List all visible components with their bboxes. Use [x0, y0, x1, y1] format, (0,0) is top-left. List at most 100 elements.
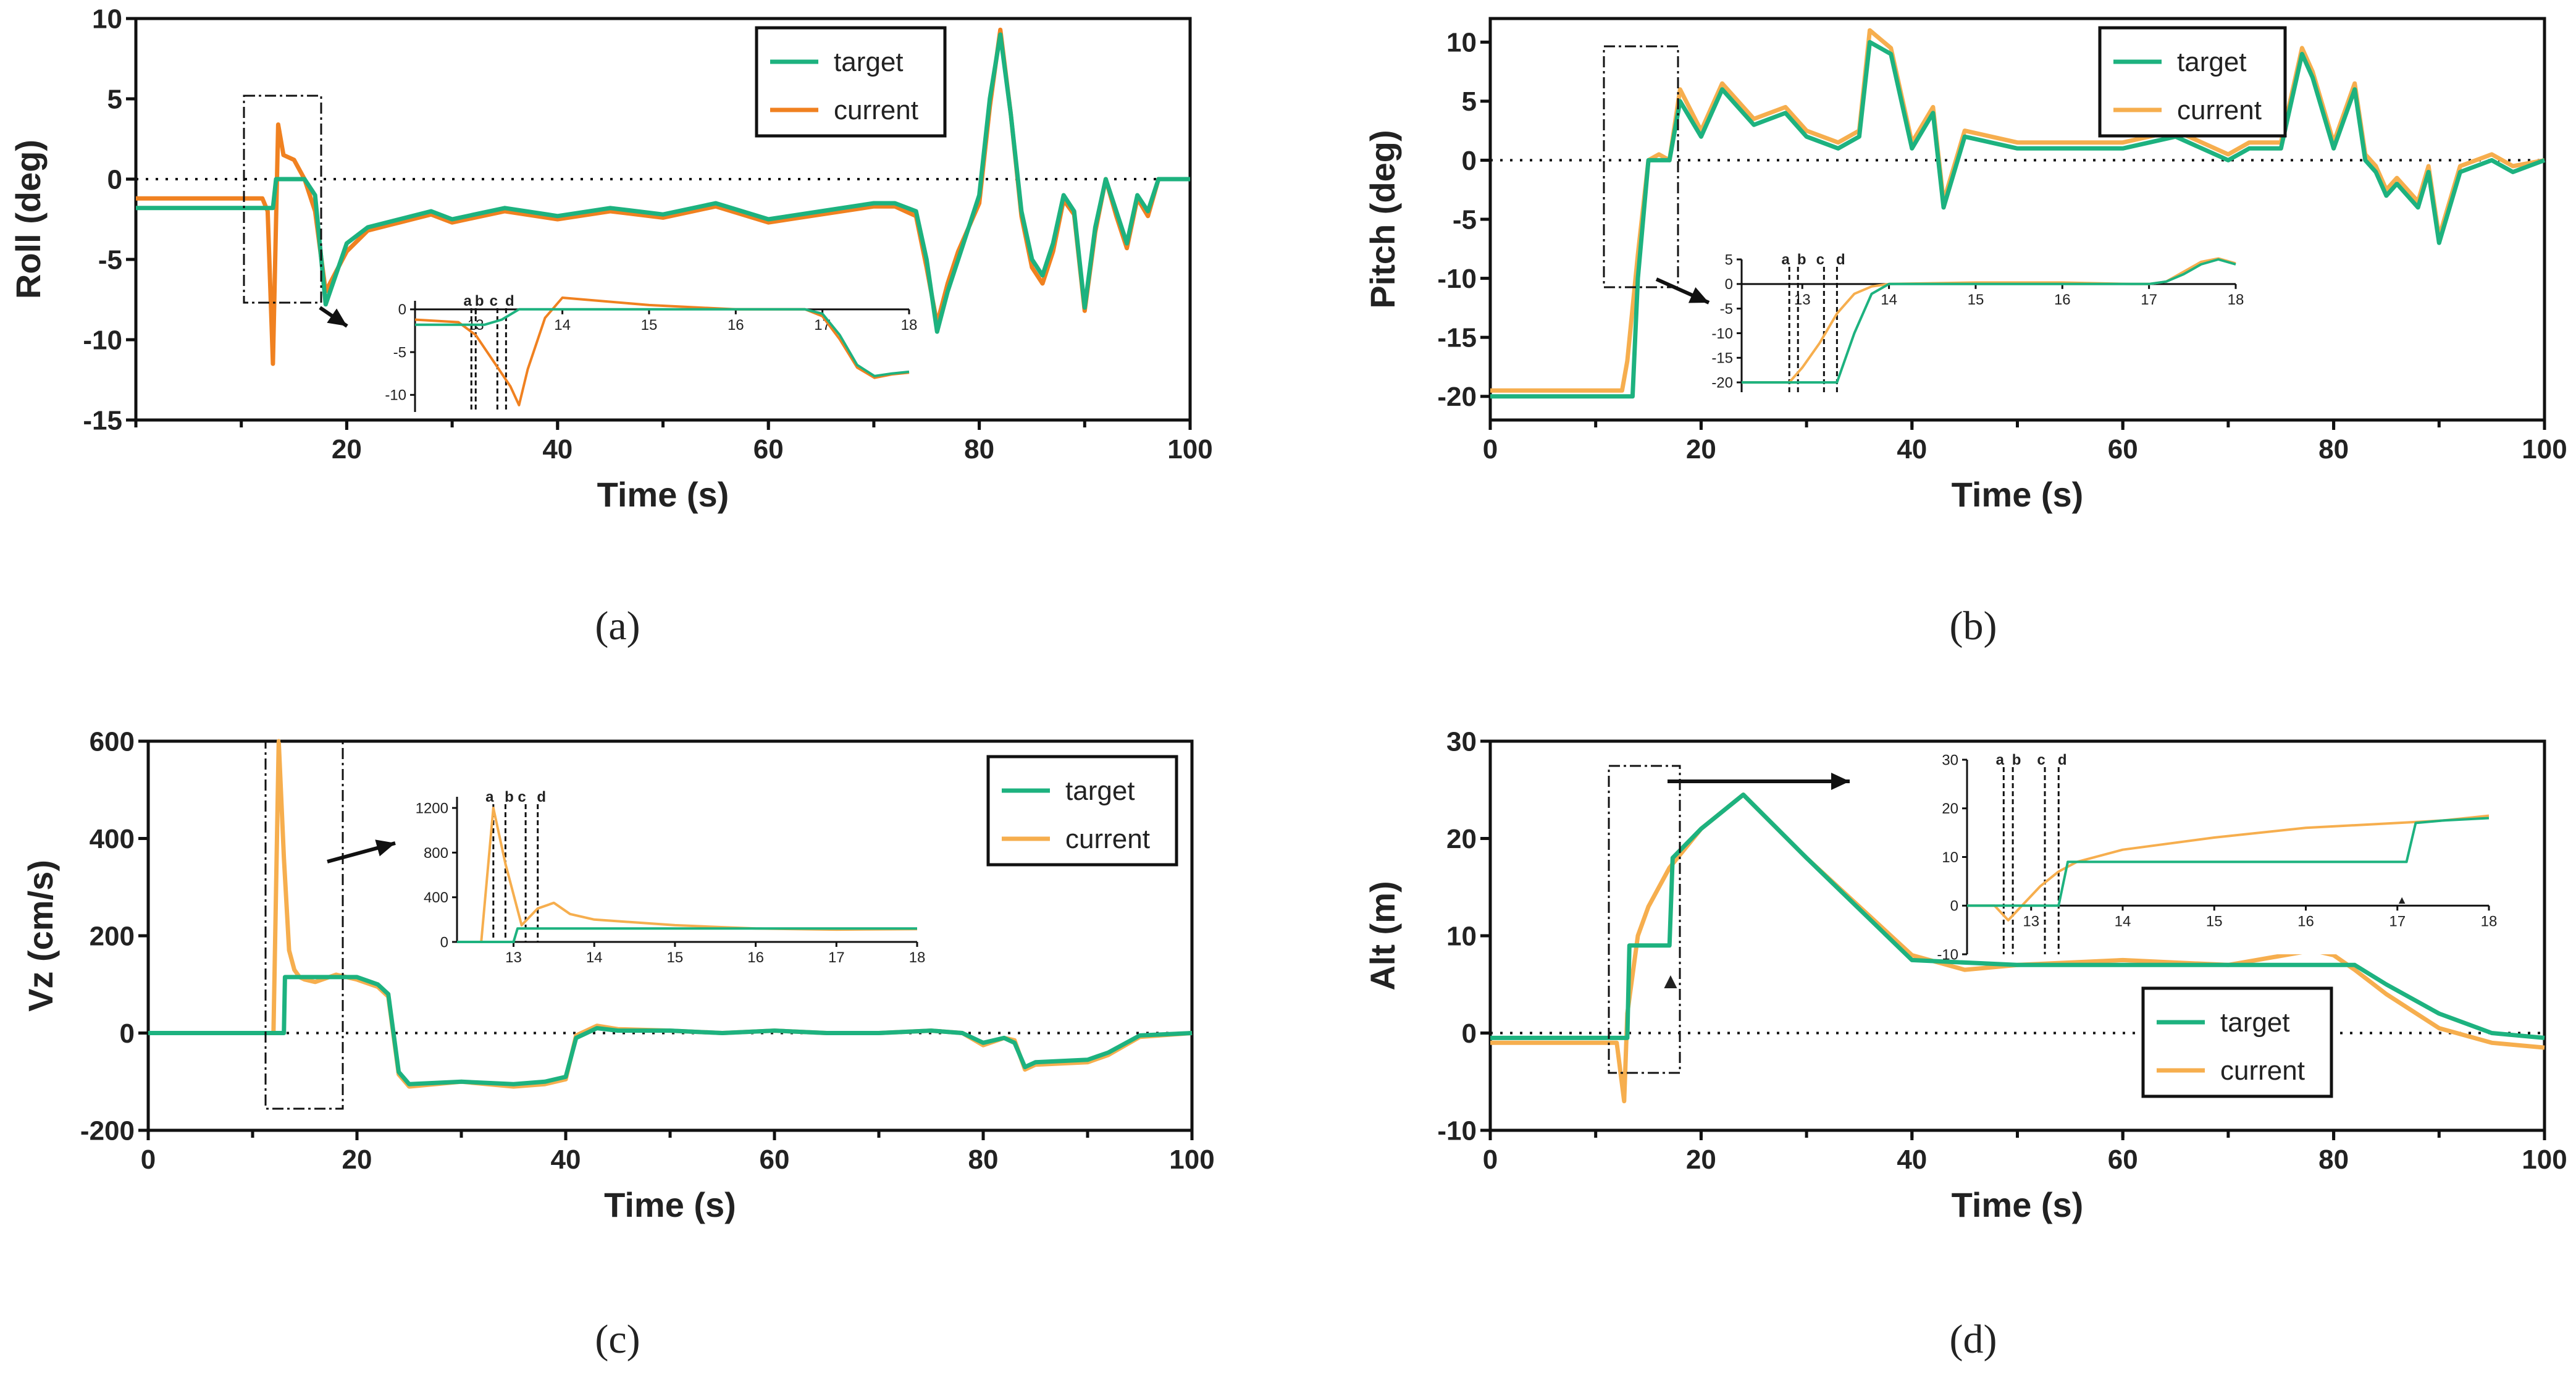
panel-d-xtick-label: 40	[1897, 1145, 1927, 1175]
panel-a-ytick-label: -15	[83, 405, 122, 435]
panel-b-inset-marker-label: d	[1836, 251, 1845, 268]
panel-d-inset-xtick-label: 13	[2023, 913, 2039, 930]
panel-c-zoom-arrowhead	[375, 839, 395, 857]
panel-a-ytick-label: 0	[107, 164, 122, 195]
panel-d-ytick-label: 30	[1446, 726, 1477, 757]
panel-c-xtick-label: 60	[760, 1145, 790, 1175]
panel-c-inset-marker-label: b	[505, 789, 514, 805]
panel-c-ytick-label: -200	[80, 1115, 135, 1146]
panel-c-inset-xtick-label: 13	[505, 949, 522, 966]
panel-d-inset-ytick-label: 10	[1942, 849, 1958, 866]
panel-a-legend-box	[755, 26, 947, 138]
panel-b-inset-marker-label: a	[1782, 251, 1790, 268]
panel-b-xtick-label: 0	[1483, 434, 1498, 464]
panel-b-zoom-box	[1603, 45, 1679, 288]
panel-c-xtick-label: 100	[1169, 1145, 1214, 1175]
panel-b-inset-series-current	[1742, 257, 2236, 384]
panel-c-x-label: Time (s)	[604, 1185, 736, 1224]
panel-c-series-target	[148, 975, 1193, 1086]
panel-c-zoom-box	[264, 740, 344, 1110]
panel-a-ytick-label: -5	[98, 245, 122, 275]
panel-a-zoom-box	[243, 95, 322, 304]
panel-c-xtick-label: 80	[968, 1145, 999, 1175]
panel-d-xtick-label: 100	[2522, 1145, 2567, 1175]
panel-a-series-target	[136, 32, 1190, 334]
panel-d-ytick-label: -10	[1437, 1115, 1477, 1146]
panel-d-xtick-label: 80	[2318, 1145, 2349, 1175]
panel-d-inset-xtick-label: 15	[2206, 913, 2223, 930]
panel-c-inset-ytick-label: 400	[424, 889, 448, 906]
panel-c-xtick-label: 0	[141, 1145, 156, 1175]
panel-d-zoom-arrowhead	[1831, 773, 1850, 790]
panel-b-inset-ytick-label: -10	[1711, 326, 1733, 342]
panel-c-inset-ytick-label: 1200	[416, 800, 448, 817]
panel-a-inset-series-target	[415, 308, 910, 377]
panel-d-inset-annotation-marker: ▲	[2396, 894, 2407, 906]
panel-c-inset-ytick-label: 0	[440, 934, 448, 951]
panel-a-inset-marker-label: c	[490, 293, 498, 309]
panel-a-xtick-label: 20	[332, 434, 362, 464]
panel-d-xtick-label: 20	[1686, 1145, 1716, 1175]
panel-c-inset-xtick-label: 15	[667, 949, 684, 966]
panel-b-xtick-label: 20	[1686, 434, 1716, 464]
panel-b-inset-xtick-label: 14	[1881, 292, 1897, 308]
panel-b-inset-xtick-label: 16	[2054, 292, 2071, 308]
panel-d-inset-xtick-label: 18	[2481, 913, 2498, 930]
panel-b-inset-ytick-label: -15	[1711, 350, 1733, 367]
panel-a-zoom-arrowhead	[327, 308, 347, 326]
panel-a-inset-xtick-label: 18	[901, 317, 918, 334]
panel-b-inset-xtick-label: 17	[2141, 292, 2157, 308]
panel-b-legend-box	[2098, 26, 2287, 138]
panel-b-ytick-label: -10	[1437, 264, 1477, 294]
panel-c-ytick-label: 0	[120, 1019, 135, 1049]
panel-d-ytick-label: 20	[1446, 824, 1477, 854]
panel-a-inset-ytick-label: -10	[385, 387, 406, 404]
panel-b-x-label: Time (s)	[1952, 475, 2084, 514]
panel-c-y-label: Vz (cm/s)	[21, 860, 60, 1012]
panel-a-xtick-label: 40	[542, 434, 573, 464]
panel-d-legend-box	[2141, 986, 2333, 1098]
panel-c-xtick-label: 20	[342, 1145, 372, 1175]
panel-c-inset-xtick-label: 17	[828, 949, 845, 966]
panel-d-inset-ytick-label: 20	[1942, 800, 1958, 817]
panel-b-ytick-label: 5	[1462, 86, 1477, 117]
panel-b-legend-label-target: target	[2177, 47, 2247, 77]
panel-b-inset-marker-label: b	[1797, 251, 1806, 268]
panel-a-caption: (a)	[595, 603, 640, 649]
panel-b-xtick-label: 100	[2522, 434, 2567, 464]
panel-c-inset-xtick-label: 16	[747, 949, 764, 966]
panel-a-ytick-label: -10	[83, 325, 122, 355]
panel-d-inset-ytick-label: 0	[1950, 898, 1958, 915]
panel-b-inset-xtick-label: 18	[2228, 292, 2244, 308]
panel-b-inset-ytick-label: -5	[1720, 301, 1733, 317]
panel-b-y-label: Pitch (deg)	[1363, 130, 1402, 308]
panel-c-inset-marker-label: a	[485, 789, 494, 805]
panel-a-xtick-label: 60	[753, 434, 784, 464]
panel-b-ytick-label: -20	[1437, 382, 1477, 412]
panel-a-inset-xtick-label: 15	[641, 317, 658, 334]
panel-c-inset-xtick-label: 18	[909, 949, 926, 966]
panel-d-legend-label-current: current	[2220, 1056, 2305, 1086]
panel-b-inset-marker-label: c	[1816, 251, 1824, 268]
panel-b-ytick-label: 10	[1446, 28, 1477, 58]
panel-c-caption: (c)	[595, 1317, 640, 1362]
panel-c-inset-marker-label: d	[537, 789, 546, 805]
panel-a-legend-label-target: target	[834, 47, 904, 77]
panel-b-inset-xtick-label: 13	[1794, 292, 1811, 308]
panel-b-xtick-label: 60	[2108, 434, 2138, 464]
panel-d-annotation-marker: ▲	[1659, 968, 1682, 993]
panel-d-ytick-label: 10	[1446, 921, 1477, 951]
panel-c-inset-xtick-label: 14	[586, 949, 603, 966]
panel-d-y-label: Alt (m)	[1363, 881, 1402, 990]
panel-d-legend-label-target: target	[2220, 1007, 2290, 1038]
panel-d-inset-xtick-label: 17	[2389, 913, 2406, 930]
panel-c-ytick-label: 400	[90, 824, 135, 854]
panel-a-inset-marker-label: d	[505, 293, 514, 309]
panel-d-ytick-label: 0	[1462, 1019, 1477, 1049]
panel-b-inset-xtick-label: 15	[1968, 292, 1984, 308]
panel-d-xtick-label: 0	[1483, 1145, 1498, 1175]
panel-d-inset-ytick-label: -10	[1937, 946, 1958, 963]
panel-a-inset-marker-label: b	[475, 293, 484, 309]
